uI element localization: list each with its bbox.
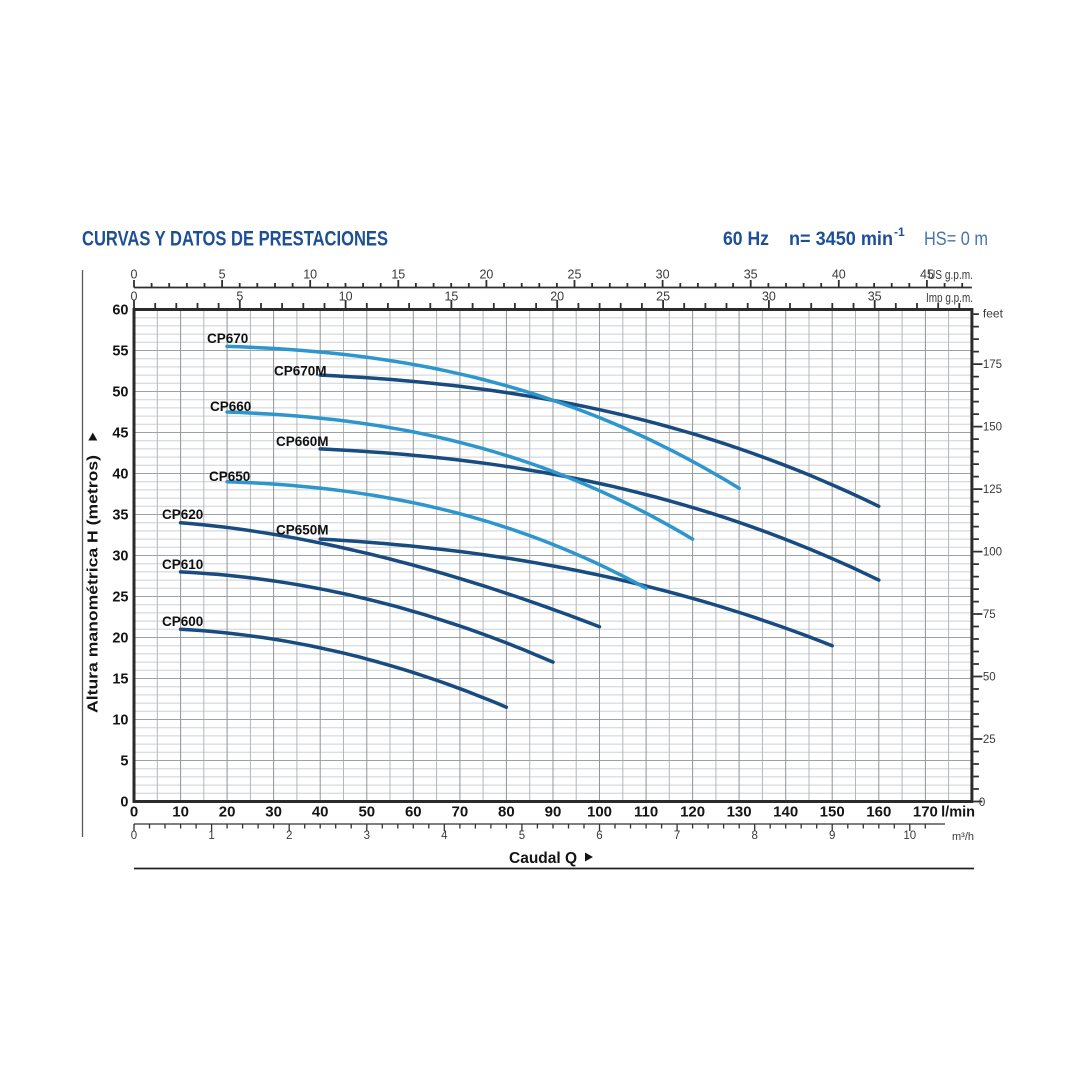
svg-text:3: 3 [364,830,370,842]
svg-text:30: 30 [762,290,776,304]
svg-text:55: 55 [112,344,128,360]
svg-text:50: 50 [983,672,996,684]
svg-text:0: 0 [131,290,138,304]
svg-text:25: 25 [656,290,670,304]
svg-text:75: 75 [983,609,996,621]
svg-text:5: 5 [120,754,128,770]
svg-text:20: 20 [219,804,236,821]
svg-text:50: 50 [358,804,375,821]
svg-text:9: 9 [829,830,835,842]
svg-text:45: 45 [920,268,934,282]
svg-text:CP620: CP620 [162,507,203,522]
svg-text:n= 3450 min: n= 3450 min [789,228,893,250]
svg-text:40: 40 [112,467,128,483]
svg-text:35: 35 [744,268,758,282]
svg-text:150: 150 [820,804,845,821]
svg-text:170: 170 [913,804,938,821]
svg-text:2: 2 [286,830,292,842]
svg-text:CP670M: CP670M [274,364,327,379]
svg-text:CP660: CP660 [210,399,251,414]
svg-text:70: 70 [452,804,469,821]
svg-text:5: 5 [519,830,525,842]
svg-text:HS= 0 m: HS= 0 m [924,228,988,250]
svg-text:150: 150 [983,422,1002,434]
svg-text:40: 40 [312,804,329,821]
svg-text:Caudal Q: Caudal Q [509,850,577,867]
svg-text:40: 40 [832,268,846,282]
svg-text:110: 110 [634,804,658,821]
svg-text:CURVAS Y DATOS DE PRESTACIONES: CURVAS Y DATOS DE PRESTACIONES [82,228,388,251]
svg-text:CP610: CP610 [162,557,203,572]
svg-text:20: 20 [550,290,564,304]
svg-text:CP670: CP670 [207,331,248,346]
svg-text:15: 15 [112,672,128,688]
svg-text:0: 0 [130,804,138,821]
svg-text:7: 7 [674,830,680,842]
svg-text:30: 30 [656,268,670,282]
svg-text:8: 8 [751,830,757,842]
svg-text:25: 25 [568,268,582,282]
svg-text:10: 10 [112,713,128,729]
svg-text:US g.p.m.: US g.p.m. [928,268,973,282]
svg-text:175: 175 [983,359,1002,371]
svg-text:m³/h: m³/h [952,831,974,843]
svg-text:130: 130 [727,804,752,821]
svg-text:4: 4 [441,830,448,842]
svg-text:0: 0 [979,797,985,809]
svg-text:10: 10 [303,268,317,282]
svg-text:feet: feet [983,307,1004,321]
svg-text:30: 30 [265,804,282,821]
svg-text:1: 1 [208,830,214,842]
svg-text:0: 0 [131,268,138,282]
svg-text:CP650: CP650 [209,469,250,484]
svg-text:100: 100 [587,804,612,821]
svg-text:15: 15 [444,290,458,304]
svg-text:10: 10 [172,804,189,821]
svg-text:5: 5 [236,290,243,304]
svg-text:0: 0 [131,830,137,842]
svg-text:80: 80 [498,804,515,821]
svg-text:20: 20 [112,631,128,647]
svg-text:60: 60 [112,303,128,319]
svg-text:45: 45 [112,426,128,442]
svg-text:50: 50 [112,385,128,401]
svg-text:140: 140 [773,804,798,821]
svg-text:20: 20 [479,268,493,282]
svg-text:30: 30 [112,549,128,565]
svg-text:90: 90 [545,804,562,821]
svg-text:CP650M: CP650M [276,523,329,538]
svg-text:CP660M: CP660M [276,434,329,449]
svg-text:15: 15 [391,268,405,282]
svg-text:Altura manométrica H (metros): Altura manométrica H (metros) [86,455,102,713]
svg-text:0: 0 [120,795,128,811]
svg-text:25: 25 [983,734,996,746]
svg-text:6: 6 [596,830,602,842]
svg-text:125: 125 [983,484,1002,496]
svg-text:l/min: l/min [941,805,975,821]
svg-text:35: 35 [112,508,128,524]
svg-text:35: 35 [868,290,882,304]
svg-text:60 Hz: 60 Hz [723,228,769,250]
svg-text:-1: -1 [894,225,905,239]
svg-text:60: 60 [405,804,422,821]
svg-text:10: 10 [339,290,353,304]
svg-text:160: 160 [866,804,891,821]
svg-text:Imp g.p.m.: Imp g.p.m. [926,291,973,305]
svg-text:120: 120 [680,804,705,821]
svg-text:25: 25 [112,590,128,606]
svg-text:CP600: CP600 [162,614,203,629]
svg-text:5: 5 [219,268,226,282]
svg-text:10: 10 [903,830,916,842]
svg-text:100: 100 [983,547,1002,559]
